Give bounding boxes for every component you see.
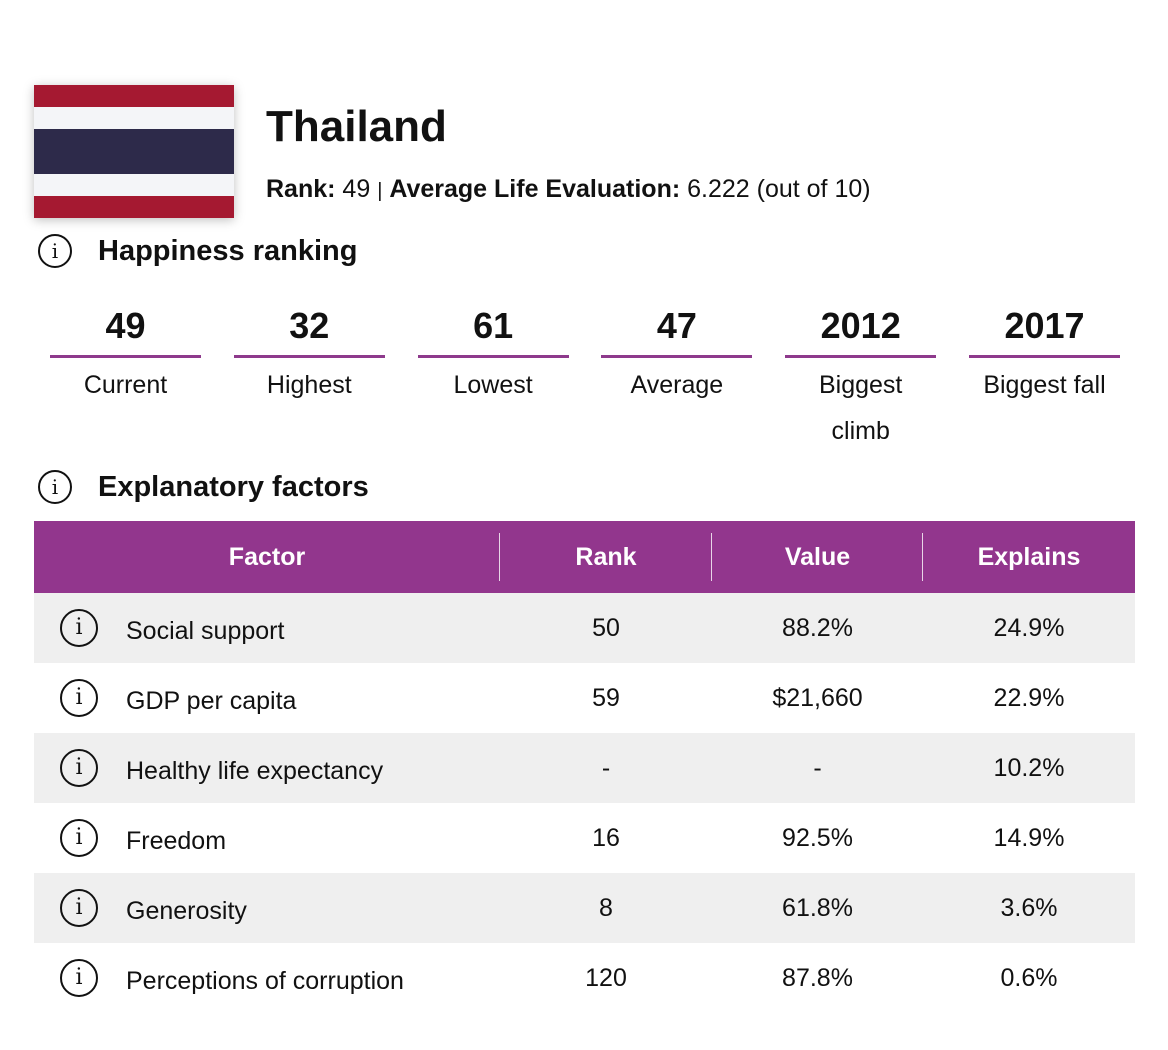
info-icon[interactable]: i [60,819,98,857]
factor-cell: i Healthy life expectancy [34,733,500,803]
table-row: i Healthy life expectancy - - 10.2% [34,733,1135,803]
table-row: i Social support 50 88.2% 24.9% [34,593,1135,663]
rank-cell: 59 [592,683,620,712]
stat-biggest-fall: 2017 Biggest fall [968,305,1120,454]
factor-name: Generosity [126,896,247,925]
value-cell: 61.8% [712,873,923,943]
stat-label: Biggest climb [818,371,903,445]
explains-cell: 14.9% [993,823,1065,852]
rank-value: 49 [342,175,371,203]
column-header-explains: Explains [923,521,1135,593]
explains-cell: 3.6% [923,873,1135,943]
value-cell: - [712,733,923,803]
ranking-stats: 49 Current 32 Highest 61 Lowest 47 Avera… [50,305,1120,454]
factor-name: Social support [126,616,285,645]
stat-value: 61 [417,305,569,358]
stat-value: 2012 [785,305,937,358]
stat-current: 49 Current [50,305,201,454]
info-icon[interactable]: i [60,889,98,927]
stat-value: 32 [233,305,385,358]
value-cell: 92.5% [782,823,853,852]
explains-cell: 22.9% [993,683,1065,712]
country-summary: Rank: 49 | Average Life Evaluation: 6.22… [266,175,871,204]
happiness-ranking-header: i Happiness ranking [38,234,357,268]
factor-name: Perceptions of corruption [126,966,404,995]
flag-stripe-blue [34,129,234,174]
factor-name: Healthy life expectancy [126,756,384,785]
rank-cell: 50 [500,593,712,663]
explains-cell: 24.9% [923,593,1135,663]
factor-cell: i Perceptions of corruption [34,943,500,1013]
stat-biggest-climb: 2012 Biggest climb [785,305,937,454]
flag-stripe-white-bottom [34,174,234,196]
factors-table: Factor Rank Value Explains i Social suppo… [34,521,1135,1013]
factor-name: Freedom [126,826,227,855]
rank-label: Rank: [266,175,336,203]
summary-separator: | [377,180,383,202]
info-icon[interactable]: i [38,470,72,504]
stat-average: 47 Average [601,305,753,454]
table-row: i GDP per capita 59 $21,660 22.9% [34,663,1135,733]
value-cell: 87.8% [782,963,853,992]
explanatory-factors-title: Explanatory factors [98,470,369,503]
stat-label: Average [630,371,724,399]
table-row: i Perceptions of corruption 120 87.8% 0.6… [34,943,1135,1013]
stat-label: Lowest [453,371,533,399]
info-icon[interactable]: i [60,679,98,717]
country-name: Thailand [266,102,447,151]
stat-label: Highest [266,371,352,399]
value-cell: $21,660 [772,683,863,712]
flag-stripe-red-top [34,85,234,107]
rank-cell: - [500,733,712,803]
stat-value: 49 [50,305,201,358]
stat-value: 47 [601,305,753,358]
explains-cell: 10.2% [923,733,1135,803]
table-header-row: Factor Rank Value Explains [34,521,1135,593]
stat-highest: 32 Highest [233,305,385,454]
rank-cell: 120 [585,963,627,992]
stat-lowest: 61 Lowest [417,305,569,454]
stat-value: 2017 [968,305,1120,358]
info-icon[interactable]: i [38,234,72,268]
table-row: i Generosity 8 61.8% 3.6% [34,873,1135,943]
stat-label: Biggest fall [983,371,1106,399]
column-header-value: Value [712,521,923,593]
factor-cell: i GDP per capita [34,663,500,733]
info-icon[interactable]: i [60,749,98,787]
factor-cell: i Social support [34,593,500,663]
column-header-factor: Factor [34,521,500,593]
explanatory-factors-header: i Explanatory factors [38,470,369,504]
happiness-ranking-title: Happiness ranking [98,234,358,267]
flag-stripe-red-bottom [34,196,234,218]
factor-cell: i Freedom [34,803,500,873]
rank-cell: 16 [592,823,620,852]
rank-cell: 8 [500,873,712,943]
thailand-flag-icon [34,85,234,218]
table-row: i Freedom 16 92.5% 14.9% [34,803,1135,873]
info-icon[interactable]: i [60,959,98,997]
evaluation-label: Average Life Evaluation: [389,175,681,203]
flag-stripe-white-top [34,107,234,129]
column-header-rank: Rank [500,521,712,593]
factor-cell: i Generosity [34,873,500,943]
factor-name: GDP per capita [126,686,297,715]
value-cell: 88.2% [712,593,923,663]
explains-cell: 0.6% [1000,963,1058,992]
evaluation-value: 6.222 (out of 10) [687,175,871,203]
stat-label: Current [83,371,168,399]
info-icon[interactable]: i [60,609,98,647]
